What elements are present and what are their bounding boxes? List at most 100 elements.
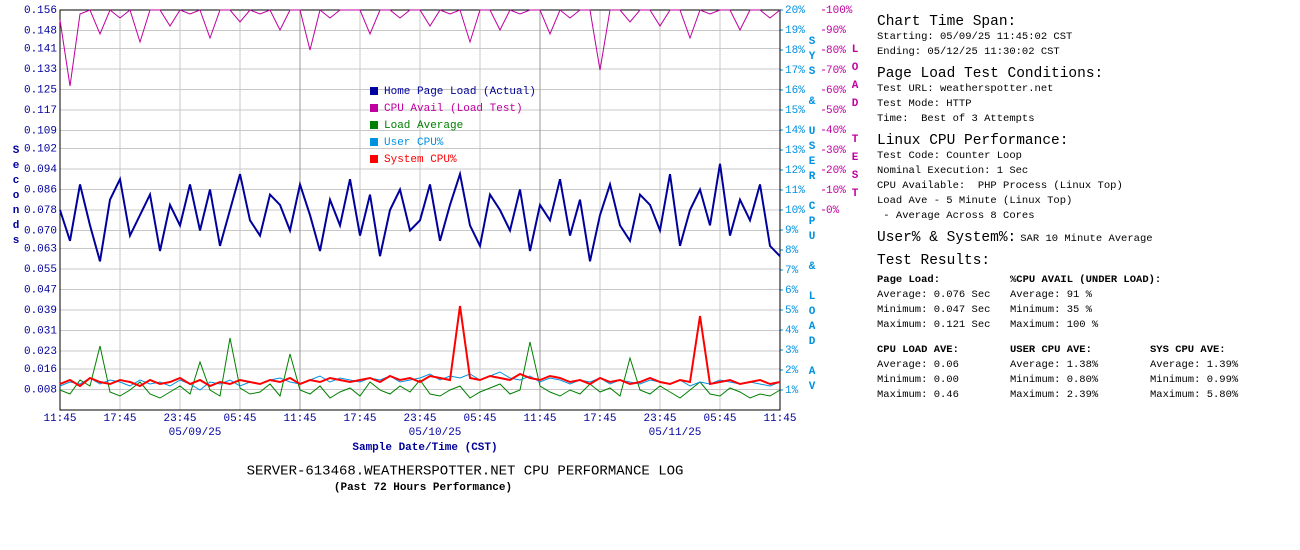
y-tick-label: 0.070: [24, 225, 57, 237]
y-tick-label: 0.055: [24, 264, 57, 276]
info-line: Time: Best of 3 Attempts: [877, 113, 1035, 125]
results-line: Average: 0.076 Sec: [877, 289, 991, 301]
y2-tick-label: 17%: [785, 65, 805, 77]
results-line: Maximum: 0.121 Sec: [877, 319, 991, 331]
x-tick-label: 11:45: [763, 413, 796, 425]
x-tick-label: 17:45: [103, 413, 136, 425]
info-line: CPU Available: PHP Process (Linux Top): [877, 180, 1123, 192]
y-tick-label: 0.063: [24, 243, 57, 255]
y-tick-label: 0.086: [24, 184, 57, 196]
series-line: [59, 305, 781, 388]
results-block: CPU LOAD AVE: Average: 0.06 Minimum: 0.00 M…: [877, 343, 1010, 403]
legend-label: Home Page Load (Actual): [384, 86, 536, 98]
y3-tick-label: 0%: [826, 205, 840, 217]
results-line: Maximum: 100 %: [1010, 319, 1099, 331]
results-line: Minimum: 0.047 Sec: [877, 304, 991, 316]
legend-swatch: [370, 104, 378, 112]
results-line: Maximum: 2.39%: [1010, 389, 1099, 401]
y3-tick-label: 60%: [826, 85, 846, 97]
results-row: Page Load: Average: 0.076 Sec Minimum: 0.0…: [877, 273, 1297, 333]
x-date-label: 05/11/25: [649, 427, 702, 439]
y2-tick-label: 16%: [785, 85, 805, 97]
y3-axis-title: LOAD TEST: [849, 44, 861, 206]
x-date-label: 05/10/25: [409, 427, 462, 439]
results-head: USER CPU AVE:: [1010, 344, 1092, 356]
x-tick-label: 05:45: [223, 413, 256, 425]
y2-tick-label: 13%: [785, 145, 805, 157]
y-tick-label: 0.047: [24, 284, 57, 296]
y2-tick-label: 8%: [785, 245, 799, 257]
y-tick-label: 0.102: [24, 143, 57, 155]
y2-tick-label: 11%: [785, 185, 805, 197]
y2-tick-label: 19%: [785, 25, 805, 37]
results-head: SYS CPU AVE:: [1150, 344, 1226, 356]
x-tick-label: 23:45: [163, 413, 196, 425]
y-tick-label: 0.078: [24, 205, 57, 217]
y2-tick-label: 9%: [785, 225, 799, 237]
info-line: Test Mode: HTTP: [877, 98, 972, 110]
series-line: [59, 9, 781, 87]
x-tick-label: 11:45: [283, 413, 316, 425]
info-line: Starting: 05/09/25 11:45:02 CST: [877, 31, 1073, 43]
section-title: Page Load Test Conditions:: [877, 66, 1104, 82]
results-row: CPU LOAD AVE: Average: 0.06 Minimum: 0.00 M…: [877, 343, 1297, 403]
y3-tick-label: 50%: [826, 105, 846, 117]
y-tick-label: 0.109: [24, 125, 57, 137]
results-line: Maximum: 5.80%: [1150, 389, 1239, 401]
chart-title: SERVER-613468.WEATHERSPOTTER.NET CPU PER…: [247, 464, 684, 480]
legend-swatch: [370, 121, 378, 129]
results-block: %CPU AVAIL (UNDER LOAD): Average: 91 % Min…: [1010, 273, 1161, 333]
section-title: User% & System%:: [877, 230, 1017, 246]
chart-subtitle: (Past 72 Hours Performance): [334, 482, 512, 494]
y3-tick-label: 90%: [826, 25, 846, 37]
y-tick-label: 0.148: [24, 25, 57, 37]
y2-tick-label: 4%: [785, 325, 799, 337]
results-line: Average: 0.06: [877, 359, 959, 371]
y2-axis-title: SYS & USER CPU & LOAD AV: [806, 36, 818, 396]
results-line: Minimum: 0.99%: [1150, 374, 1239, 386]
y2-tick-label: 5%: [785, 305, 799, 317]
y2-tick-label: 14%: [785, 125, 805, 137]
x-tick-label: 17:45: [583, 413, 616, 425]
legend-swatch: [370, 87, 378, 95]
results-block: Page Load: Average: 0.076 Sec Minimum: 0.0…: [877, 273, 1010, 333]
series-line: [59, 163, 781, 262]
legend-swatch: [370, 138, 378, 146]
x-tick-label: 23:45: [643, 413, 676, 425]
section-note: SAR 10 Minute Average: [1020, 233, 1153, 245]
results-line: Average: 91 %: [1010, 289, 1092, 301]
info-line: Test Code: Counter Loop: [877, 150, 1022, 162]
results-line: Average: 1.38%: [1010, 359, 1099, 371]
results-head: CPU LOAD AVE:: [877, 344, 959, 356]
y2-tick-label: 1%: [785, 385, 799, 397]
info-panel: Chart Time Span: Starting: 05/09/25 11:45…: [877, 8, 1297, 403]
x-tick-label: 11:45: [43, 413, 76, 425]
y-tick-label: 0.094: [24, 164, 57, 176]
y2-tick-label: 18%: [785, 45, 805, 57]
info-line: Load Ave - 5 Minute (Linux Top): [877, 195, 1073, 207]
y2-tick-label: 15%: [785, 105, 805, 117]
y2-tick-label: 6%: [785, 285, 799, 297]
y-tick-label: 0.125: [24, 84, 57, 96]
info-line: - Average Across 8 Cores: [877, 210, 1035, 222]
section-title: Chart Time Span:: [877, 14, 1017, 30]
y3-tick-label: 30%: [826, 145, 846, 157]
results-block: USER CPU AVE: Average: 1.38% Minimum: 0.80…: [1010, 343, 1150, 403]
results-block: SYS CPU AVE: Average: 1.39% Minimum: 0.99%…: [1150, 343, 1290, 403]
y2-tick-label: 7%: [785, 265, 799, 277]
y3-tick-label: 40%: [826, 125, 846, 137]
y2-tick-label: 10%: [785, 205, 805, 217]
y-tick-label: 0.023: [24, 346, 57, 358]
x-axis-title: Sample Date/Time (CST): [352, 442, 497, 454]
y2-tick-label: 2%: [785, 365, 799, 377]
info-line: Test URL: weatherspotter.net: [877, 83, 1054, 95]
info-line: Ending: 05/12/25 11:30:02 CST: [877, 46, 1060, 58]
results-line: Average: 1.39%: [1150, 359, 1239, 371]
y-tick-label: 0.141: [24, 43, 57, 55]
x-date-label: 05/09/25: [169, 427, 222, 439]
section-row: User% & System%: SAR 10 Minute Average: [877, 230, 1297, 247]
info-line: Nominal Execution: 1 Sec: [877, 165, 1029, 177]
y3-tick-label: 10%: [826, 185, 846, 197]
